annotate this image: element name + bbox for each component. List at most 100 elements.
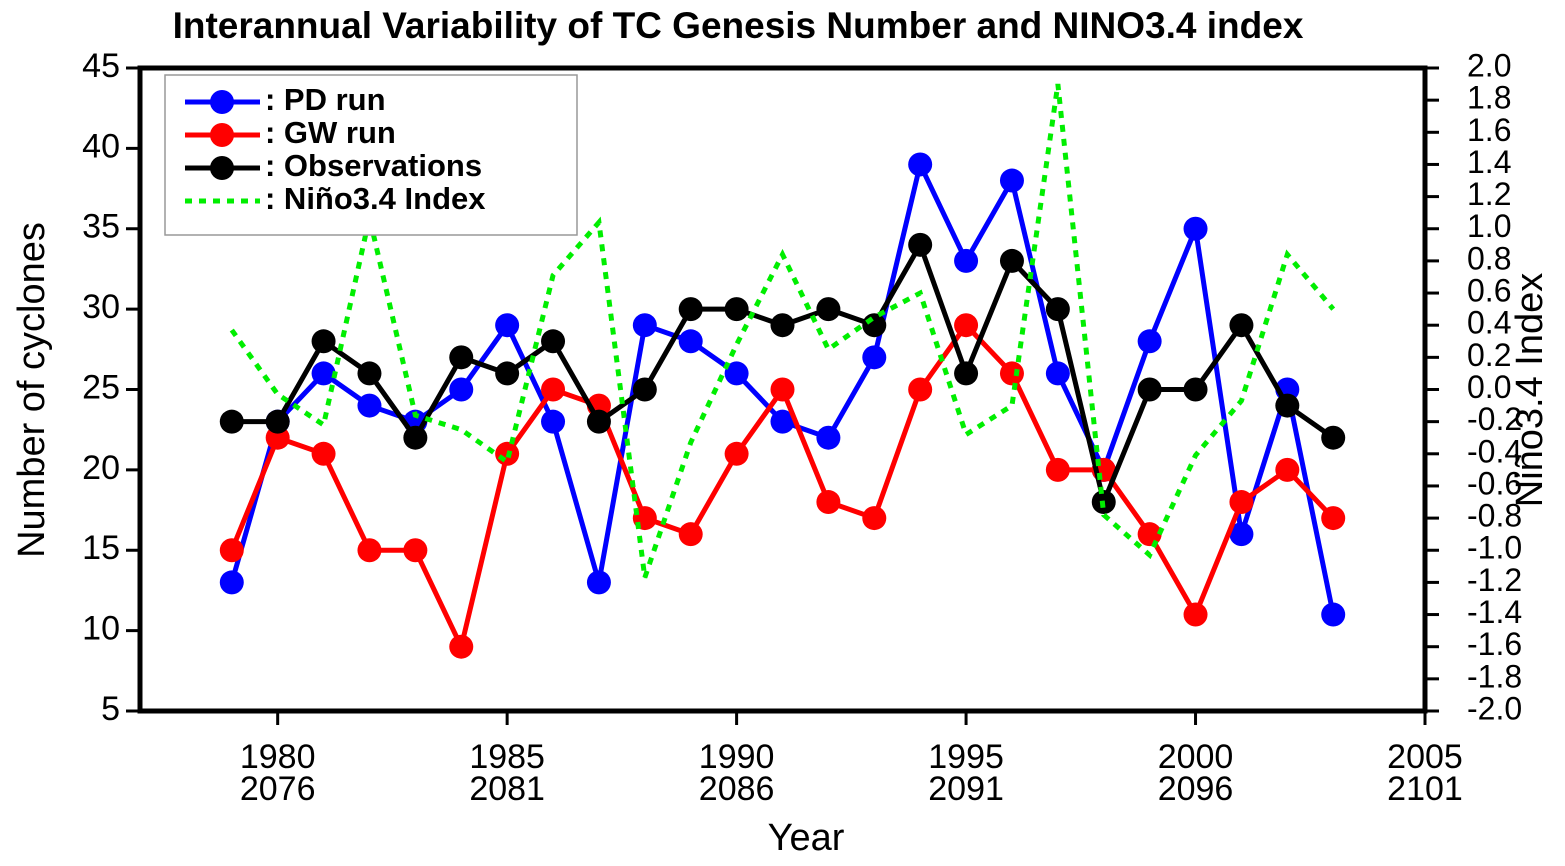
y2-tick-label: 1.2: [1467, 176, 1511, 212]
y2-tick-label: 1.4: [1467, 144, 1511, 180]
data-point: [770, 377, 795, 402]
x-tick-label-second: 2101: [1387, 770, 1463, 808]
data-point: [678, 522, 703, 547]
series-line: [231, 238, 1335, 511]
data-point: [724, 361, 749, 386]
data-point: [770, 409, 795, 434]
x-tick-label-second: 2086: [699, 770, 775, 808]
data-point: [862, 345, 887, 370]
x-tick-label: 1995: [928, 738, 1004, 776]
data-point: [449, 345, 474, 370]
y-tick-label: 40: [82, 127, 120, 165]
legend-label: : PD run: [265, 82, 386, 117]
data-point: [219, 538, 244, 563]
y-axis-label: Number of cyclones: [11, 222, 53, 558]
y2-tick-label: 1.0: [1467, 208, 1511, 244]
data-point: [541, 409, 566, 434]
series-line: [229, 83, 1336, 579]
y2-tick-label: 0.0: [1467, 369, 1511, 405]
data-point: [1229, 490, 1254, 515]
data-point: [1321, 506, 1346, 531]
x-tick-label: 2000: [1158, 738, 1234, 776]
y2-tick-label: 1.8: [1467, 80, 1511, 116]
y-tick-label: 30: [82, 288, 120, 326]
data-point: [1321, 602, 1346, 627]
data-point: [724, 441, 749, 466]
y2-tick-label: -1.8: [1467, 658, 1522, 694]
data-point: [908, 377, 933, 402]
data-point: [1183, 216, 1208, 241]
x-tick-label-second: 2076: [240, 770, 316, 808]
data-point: [999, 248, 1024, 273]
data-point: [1183, 602, 1208, 627]
data-point: [954, 313, 979, 338]
data-point: [1045, 361, 1070, 386]
y2-tick-label: 0.2: [1467, 337, 1511, 373]
x-tick-label: 1990: [699, 738, 775, 776]
data-point: [219, 409, 244, 434]
legend-label: : GW run: [265, 115, 396, 150]
data-point: [862, 313, 887, 338]
x-tick-label-second: 2096: [1158, 770, 1234, 808]
x-tick-label: 2005: [1387, 738, 1463, 776]
legend-marker: [210, 90, 234, 114]
y2-tick-label: -1.6: [1467, 626, 1522, 662]
data-point: [724, 297, 749, 322]
data-point: [1137, 329, 1162, 354]
data-point: [449, 377, 474, 402]
y-tick-label: 25: [82, 368, 120, 406]
y2-tick-label: -2.0: [1467, 690, 1522, 726]
y2-tick-label: 1.6: [1467, 112, 1511, 148]
data-point: [265, 409, 290, 434]
data-point: [357, 361, 382, 386]
data-point: [999, 361, 1024, 386]
data-point: [862, 506, 887, 531]
data-point: [678, 297, 703, 322]
data-point: [954, 361, 979, 386]
data-point: [1229, 522, 1254, 547]
data-point: [311, 441, 336, 466]
data-point: [816, 490, 841, 515]
data-point: [311, 329, 336, 354]
legend-marker: [210, 123, 234, 147]
x-tick-label: 1985: [469, 738, 545, 776]
x-tick-label-second: 2081: [469, 770, 545, 808]
y2-tick-label: -1.2: [1467, 562, 1522, 598]
y2-tick-label: 0.8: [1467, 240, 1511, 276]
legend: : PD run: GW run: Observations: Niño3.4 …: [164, 74, 578, 236]
data-point: [357, 538, 382, 563]
data-point: [449, 634, 474, 659]
data-point: [495, 313, 520, 338]
data-point: [1229, 313, 1254, 338]
y2-tick-label: -0.4: [1467, 433, 1522, 469]
data-point: [1321, 425, 1346, 450]
data-point: [541, 329, 566, 354]
data-point: [999, 168, 1024, 193]
data-point: [403, 425, 428, 450]
plot-frame: [137, 65, 1428, 714]
data-point: [495, 361, 520, 386]
y2-tick-label: -0.2: [1467, 401, 1522, 437]
x-tick-label: 1980: [240, 738, 316, 776]
y2-tick-label: 0.6: [1467, 273, 1511, 309]
data-point: [632, 313, 657, 338]
data-point: [586, 570, 611, 595]
data-point: [770, 313, 795, 338]
y-tick-label: 20: [82, 449, 120, 487]
y-tick-label: 15: [82, 529, 120, 567]
data-point: [816, 425, 841, 450]
data-point: [1045, 457, 1070, 482]
y-tick-label: 35: [82, 208, 120, 246]
data-point: [1045, 297, 1070, 322]
data-point: [1137, 377, 1162, 402]
data-point: [678, 329, 703, 354]
data-point: [816, 297, 841, 322]
data-point: [1275, 457, 1300, 482]
y2-tick-label: 2.0: [1467, 47, 1511, 83]
data-point: [219, 570, 244, 595]
y-tick-label: 45: [82, 47, 120, 85]
y2-tick-label: -0.6: [1467, 465, 1522, 501]
data-point: [908, 152, 933, 177]
